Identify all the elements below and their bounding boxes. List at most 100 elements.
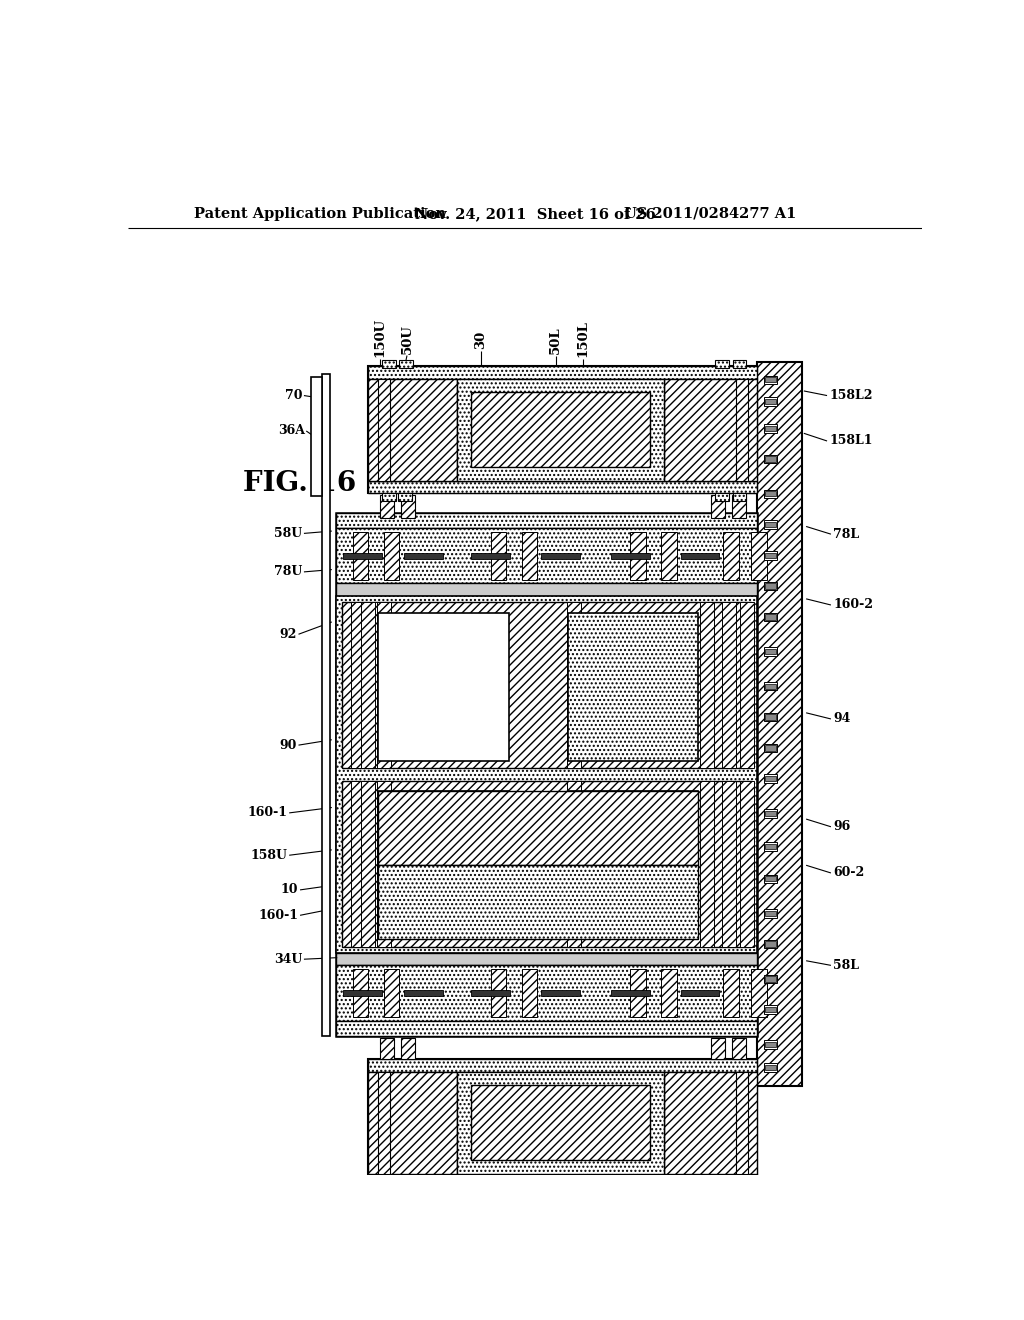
Bar xyxy=(541,990,580,997)
Bar xyxy=(384,969,399,1016)
Bar xyxy=(765,1065,776,1071)
Bar xyxy=(764,582,777,590)
Bar xyxy=(471,990,510,997)
Bar xyxy=(722,602,736,768)
Bar xyxy=(377,780,391,946)
Bar xyxy=(765,977,776,982)
Bar xyxy=(665,1072,758,1173)
Text: 150L: 150L xyxy=(577,321,590,358)
Text: 90: 90 xyxy=(280,739,297,751)
Bar xyxy=(403,990,442,997)
Bar xyxy=(764,424,777,433)
Bar xyxy=(611,990,649,997)
Bar xyxy=(662,969,677,1016)
Bar xyxy=(380,495,394,517)
Bar xyxy=(735,379,748,480)
Bar xyxy=(764,552,777,560)
Text: US 2011/0284277 A1: US 2011/0284277 A1 xyxy=(624,207,797,220)
Bar xyxy=(336,512,758,528)
Text: 160-1: 160-1 xyxy=(258,908,299,921)
Bar xyxy=(336,528,758,583)
Bar xyxy=(351,780,366,946)
Bar xyxy=(765,684,776,689)
Bar xyxy=(765,911,776,916)
Text: Nov. 24, 2011  Sheet 16 of 26: Nov. 24, 2011 Sheet 16 of 26 xyxy=(415,207,655,220)
Bar xyxy=(378,379,390,480)
Bar xyxy=(382,360,396,368)
Bar xyxy=(765,810,776,816)
Bar xyxy=(764,612,777,622)
Bar xyxy=(377,602,391,768)
Bar xyxy=(352,969,369,1016)
Bar xyxy=(700,602,714,768)
Bar xyxy=(397,494,412,502)
Bar xyxy=(373,602,387,768)
Bar xyxy=(361,602,375,768)
Bar xyxy=(378,792,509,940)
Bar xyxy=(568,792,698,940)
Bar xyxy=(765,714,776,719)
Bar xyxy=(311,378,322,496)
Bar xyxy=(764,1063,777,1072)
Bar xyxy=(740,780,755,946)
Bar xyxy=(764,842,777,850)
Text: 150U: 150U xyxy=(374,318,386,358)
Text: 94: 94 xyxy=(834,713,851,726)
Text: 60-2: 60-2 xyxy=(834,866,864,879)
Bar xyxy=(568,612,698,760)
Bar xyxy=(342,602,751,768)
Bar xyxy=(342,780,751,946)
Text: FIG. 16: FIG. 16 xyxy=(243,470,356,498)
Bar xyxy=(765,378,776,383)
Text: 34U: 34U xyxy=(274,953,302,966)
Bar xyxy=(765,776,776,781)
Bar xyxy=(384,532,399,579)
Bar xyxy=(336,583,758,595)
Bar xyxy=(351,602,366,768)
Bar xyxy=(681,990,719,997)
Bar xyxy=(373,780,387,946)
Bar xyxy=(732,495,745,517)
Bar xyxy=(336,1020,758,1036)
Bar xyxy=(765,521,776,527)
Bar xyxy=(382,494,396,502)
Text: 92: 92 xyxy=(280,628,297,640)
Bar xyxy=(758,363,802,1086)
Text: 78U: 78U xyxy=(274,565,302,578)
Bar xyxy=(378,792,698,866)
Bar xyxy=(369,1072,458,1173)
Bar xyxy=(352,532,369,579)
Bar xyxy=(764,455,777,463)
Text: 58L: 58L xyxy=(834,958,859,972)
Bar xyxy=(764,775,777,783)
Bar xyxy=(490,969,506,1016)
Bar xyxy=(765,744,776,751)
Bar xyxy=(399,360,414,368)
Bar xyxy=(369,1173,758,1187)
Bar xyxy=(765,399,776,404)
Bar xyxy=(764,520,777,529)
Bar xyxy=(764,713,777,721)
Bar xyxy=(764,490,777,498)
Text: Patent Application Publication: Patent Application Publication xyxy=(194,207,445,220)
Bar xyxy=(764,1040,777,1048)
Bar xyxy=(765,491,776,496)
Bar xyxy=(541,553,580,558)
Bar xyxy=(764,940,777,949)
Text: 70: 70 xyxy=(285,389,302,403)
Bar xyxy=(723,969,738,1016)
Bar xyxy=(380,1038,394,1059)
Bar xyxy=(400,495,415,517)
Bar xyxy=(764,809,777,817)
Bar xyxy=(521,532,538,579)
Text: 36A: 36A xyxy=(278,425,305,437)
Bar xyxy=(490,532,506,579)
Text: 10: 10 xyxy=(281,883,299,896)
Bar xyxy=(700,780,714,946)
Bar xyxy=(322,374,330,1036)
Bar xyxy=(764,874,777,883)
Bar xyxy=(765,583,776,589)
Bar xyxy=(711,495,725,517)
Text: 58U: 58U xyxy=(274,527,302,540)
Bar xyxy=(630,969,646,1016)
